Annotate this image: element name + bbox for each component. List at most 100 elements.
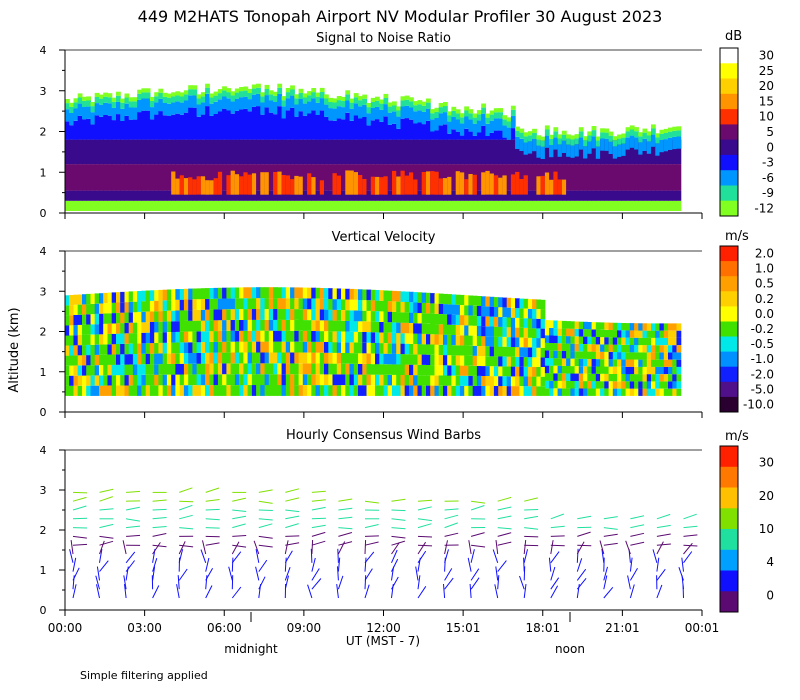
vv-cell xyxy=(600,381,605,389)
vv-cell xyxy=(99,313,104,324)
vv-cell xyxy=(595,366,601,374)
snr-cell xyxy=(600,139,605,165)
snr-cell xyxy=(668,131,673,138)
vv-cell xyxy=(77,385,83,396)
vv-cell xyxy=(638,337,644,346)
snr-cell xyxy=(217,190,223,201)
snr-cell xyxy=(485,170,491,195)
vv-cell xyxy=(77,365,83,376)
vv-cell xyxy=(294,352,300,364)
snr-cell xyxy=(553,127,559,132)
legend-swatch-vv xyxy=(720,306,738,322)
vv-cell xyxy=(222,298,227,310)
snr-cell xyxy=(366,113,372,126)
snr-cell xyxy=(434,130,440,140)
snr-cell xyxy=(396,116,401,129)
vv-cell xyxy=(175,299,181,311)
snr-cell xyxy=(396,190,401,201)
snr-cell xyxy=(438,125,444,140)
wind-barb xyxy=(417,550,427,564)
vv-cell xyxy=(294,287,300,299)
vv-cell xyxy=(251,287,257,299)
vv-cell xyxy=(154,385,159,396)
vv-cell xyxy=(73,385,79,396)
snr-cell xyxy=(642,128,648,133)
vv-cell xyxy=(353,289,359,300)
snr-cell xyxy=(489,132,495,140)
snr-cell xyxy=(332,173,338,195)
vv-cell xyxy=(557,388,563,396)
vv-cell xyxy=(200,331,206,343)
vv-cell xyxy=(621,352,627,360)
legend-frame-wind xyxy=(719,445,739,613)
snr-cell xyxy=(646,141,652,154)
vv-cell xyxy=(73,294,79,305)
vv-cell xyxy=(260,374,266,386)
vv-cell xyxy=(549,350,554,359)
snr-cell xyxy=(519,128,525,133)
y-tick-label-vv: 2 xyxy=(40,326,47,339)
snr-cell xyxy=(553,137,559,150)
wind-barb xyxy=(523,557,525,572)
vv-cell xyxy=(392,322,397,333)
vv-cell xyxy=(94,293,100,304)
vv-cell xyxy=(73,375,79,386)
vv-cell xyxy=(268,341,274,353)
vv-cell xyxy=(124,343,130,355)
snr-cell xyxy=(595,146,601,159)
vv-cell xyxy=(116,312,121,324)
vv-cell xyxy=(498,307,503,318)
vv-cell xyxy=(166,300,172,311)
vv-cell xyxy=(196,374,202,386)
vv-cell xyxy=(502,356,508,367)
vv-cell xyxy=(328,374,334,386)
vv-cell xyxy=(332,342,338,353)
vv-cell xyxy=(247,341,253,353)
wind-barb xyxy=(550,535,565,537)
vv-cell xyxy=(464,385,469,396)
vv-cell xyxy=(65,315,70,326)
wind-barb xyxy=(311,517,326,520)
snr-cell xyxy=(226,190,232,201)
vv-cell xyxy=(566,380,571,389)
wind-barb xyxy=(550,566,556,581)
y-tick-label-snr: 2 xyxy=(40,126,47,139)
snr-cell xyxy=(166,97,172,104)
snr-cell xyxy=(217,200,223,211)
vv-cell xyxy=(608,381,614,389)
vv-cell xyxy=(617,352,622,360)
snr-cell xyxy=(311,92,317,99)
snr-cell xyxy=(149,107,155,120)
snr-cell xyxy=(324,190,329,201)
vv-cell xyxy=(213,363,219,375)
vv-cell xyxy=(277,309,283,320)
vv-cell xyxy=(655,352,661,360)
vv-cell xyxy=(171,321,176,332)
snr-cell xyxy=(116,164,121,191)
snr-cell xyxy=(158,92,164,99)
wind-barb xyxy=(205,527,220,529)
snr-cell xyxy=(65,200,70,211)
snr-cell xyxy=(226,98,232,111)
vv-cell xyxy=(413,312,418,324)
vv-cell xyxy=(464,355,469,366)
vv-cell xyxy=(438,344,444,355)
vv-cell xyxy=(447,345,452,356)
vv-cell xyxy=(510,386,516,396)
snr-cell xyxy=(502,139,508,165)
x-tick-label: 12:00 xyxy=(366,621,401,635)
vv-cell xyxy=(268,319,274,331)
vv-cell xyxy=(527,347,533,358)
vv-cell xyxy=(379,321,385,333)
vv-cell xyxy=(561,388,567,396)
vv-cell xyxy=(179,310,185,322)
vv-cell xyxy=(519,366,525,377)
snr-cell xyxy=(149,200,155,211)
wind-barb xyxy=(72,557,77,572)
snr-cell xyxy=(298,200,304,211)
snr-cell xyxy=(217,89,223,94)
snr-cell xyxy=(234,174,240,195)
snr-cell xyxy=(107,103,113,116)
vv-cell xyxy=(86,385,91,396)
vv-cell xyxy=(493,346,499,357)
